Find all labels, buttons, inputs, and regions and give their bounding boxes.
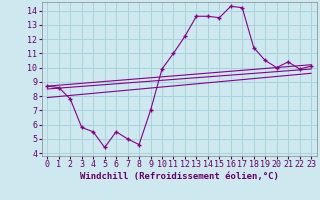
X-axis label: Windchill (Refroidissement éolien,°C): Windchill (Refroidissement éolien,°C) [80,172,279,181]
